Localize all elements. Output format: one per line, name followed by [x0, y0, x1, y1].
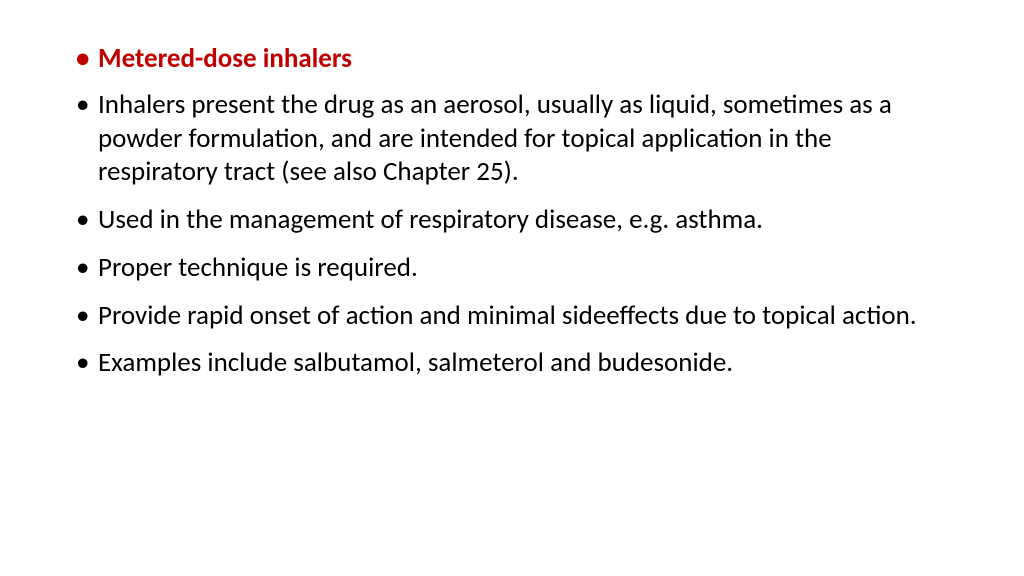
list-item: Used in the management of respiratory di… [70, 203, 954, 237]
heading-bullet: Metered-dose inhalers [70, 42, 954, 76]
list-item: Provide rapid onset of action and minima… [70, 299, 954, 333]
list-item: Inhalers present the drug as an aerosol,… [70, 88, 954, 189]
bullet-list: Metered-dose inhalers Inhalers present t… [70, 42, 954, 380]
list-item: Examples include salbutamol, salmeterol … [70, 346, 954, 380]
list-item: Proper technique is required. [70, 251, 954, 285]
